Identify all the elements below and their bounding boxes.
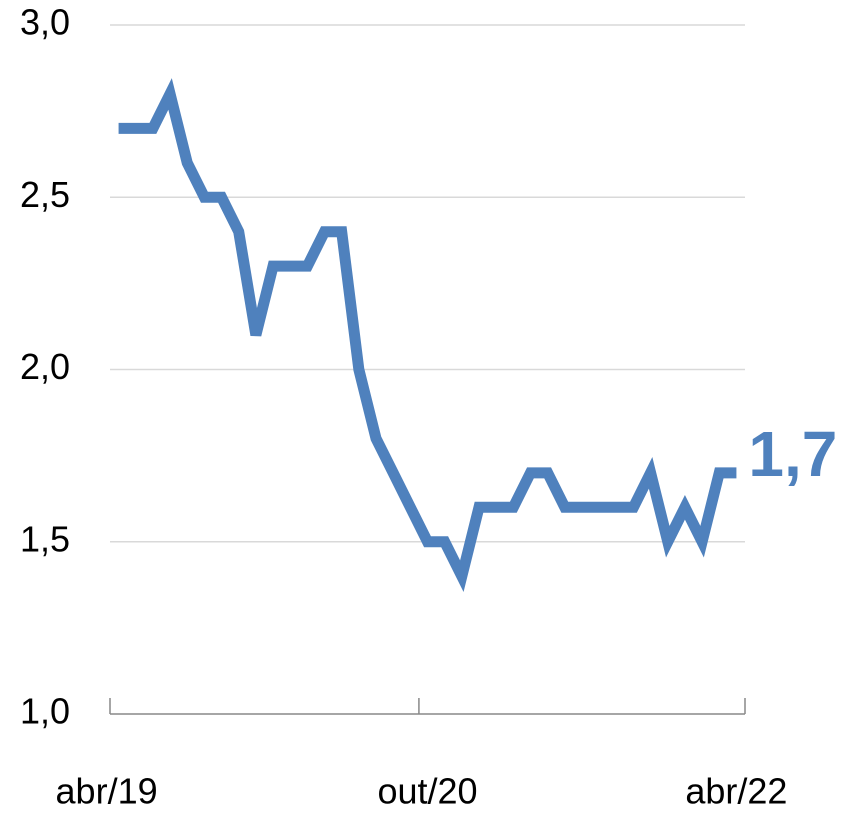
x-tick-label: abr/22	[685, 771, 787, 812]
y-tick-label: 1,5	[20, 518, 70, 559]
y-tick-label: 1,0	[20, 691, 70, 732]
x-tick-label: abr/19	[56, 771, 158, 812]
y-tick-label: 2,0	[20, 346, 70, 387]
line	[118, 78, 737, 593]
x-tick-label: out/20	[377, 771, 477, 812]
data-label: 1,7	[748, 418, 837, 490]
y-tick-label: 2,5	[20, 174, 70, 215]
y-tick-label: 3,0	[20, 2, 70, 43]
